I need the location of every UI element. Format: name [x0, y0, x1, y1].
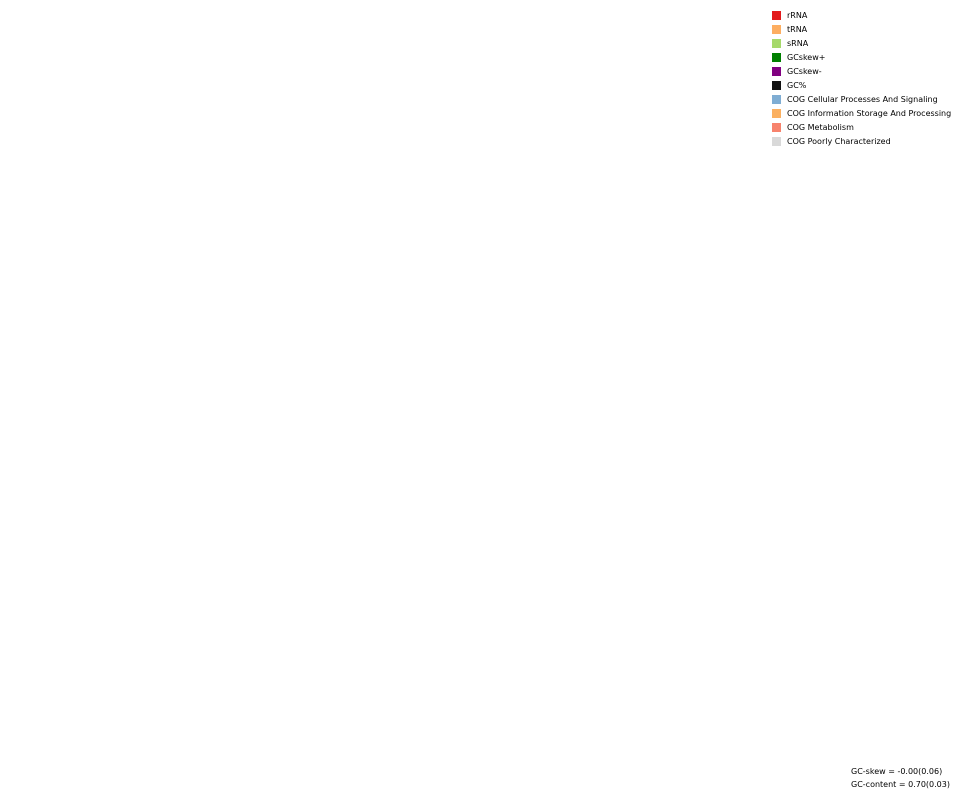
legend-swatch-icon — [772, 10, 781, 20]
legend-label: GCskew+ — [787, 52, 826, 62]
legend-item: COG Metabolism — [772, 120, 951, 134]
legend-label: COG Poorly Characterized — [787, 136, 891, 146]
legend-label: COG Cellular Processes And Signaling — [787, 94, 938, 104]
gc-stats: GC-skew = -0.00(0.06) GC-content = 0.70(… — [851, 765, 950, 791]
legend-item: GC% — [772, 78, 951, 92]
legend-item: sRNA — [772, 36, 951, 50]
legend-swatch-icon — [772, 66, 781, 76]
legend-item: GCskew+ — [772, 50, 951, 64]
legend-item: COG Information Storage And Processing — [772, 106, 951, 120]
legend-swatch-icon — [772, 38, 781, 48]
legend-swatch-icon — [772, 24, 781, 34]
legend-label: COG Information Storage And Processing — [787, 108, 952, 118]
legend-item: COG Poorly Characterized — [772, 134, 951, 148]
legend-item: tRNA — [772, 22, 951, 36]
legend-label: GCskew- — [787, 66, 822, 76]
legend-label: rRNA — [787, 10, 808, 20]
legend-item: GCskew- — [772, 64, 951, 78]
legend-item: rRNA — [772, 8, 951, 22]
legend-label: tRNA — [787, 24, 808, 34]
gc-skew-stat: GC-skew = -0.00(0.06) — [851, 767, 943, 776]
legend-item: COG Cellular Processes And Signaling — [772, 92, 951, 106]
legend-swatch-icon — [772, 52, 781, 62]
legend-swatch-icon — [772, 80, 781, 90]
legend-swatch-icon — [772, 94, 781, 104]
legend-swatch-icon — [772, 108, 781, 118]
gc-content-stat: GC-content = 0.70(0.03) — [851, 780, 950, 789]
legend-label: sRNA — [787, 38, 809, 48]
legend-swatch-icon — [772, 122, 781, 132]
legend-swatch-icon — [772, 136, 781, 146]
legend: rRNA tRNA sRNA GCskew+ GCskew- GC% COG Cellula… — [772, 8, 951, 148]
legend-label: GC% — [787, 80, 807, 90]
legend-label: COG Metabolism — [787, 122, 854, 132]
